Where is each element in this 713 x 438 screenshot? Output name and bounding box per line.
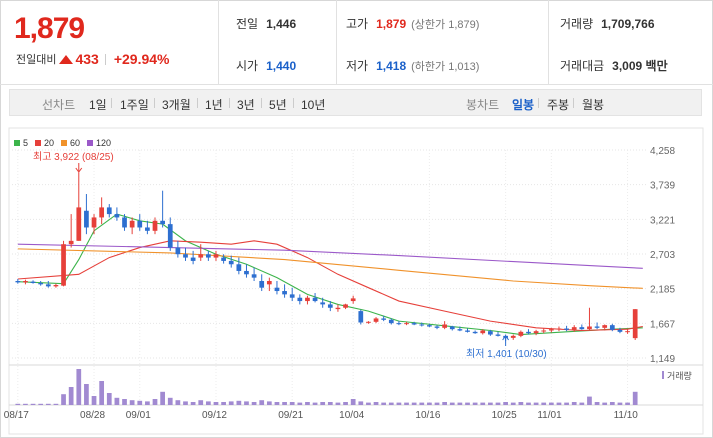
divider: [573, 98, 574, 108]
volume-value: 1,709,766: [601, 17, 655, 31]
divider: [261, 98, 262, 108]
prev-close-label: 전일: [236, 17, 259, 31]
volume: 거래량 1,709,766: [560, 15, 655, 32]
current-price: 1,879: [14, 12, 85, 45]
legend-item: 60: [61, 138, 80, 148]
up-arrow-icon: [59, 54, 74, 64]
tab-3y[interactable]: 3년: [237, 98, 255, 112]
legend-swatch: [14, 140, 20, 146]
open-price: 시가 1,440: [236, 57, 296, 74]
legend-swatch: [35, 140, 42, 146]
tab-daily[interactable]: 일봉: [512, 98, 535, 112]
low-price: 저가 1,418 (하한가 1,013): [346, 57, 479, 74]
legend-label: 5: [23, 138, 29, 148]
upper-limit: (상한가 1,879): [411, 19, 480, 31]
divider: [538, 98, 539, 108]
high-price: 고가 1,879 (상한가 1,879): [346, 15, 479, 32]
legend-swatch: [61, 140, 68, 146]
trade-amount: 거래대금 3,009 백만: [560, 57, 668, 74]
amount-value: 3,009: [612, 59, 643, 73]
tab-weekly[interactable]: 주봉: [547, 98, 570, 112]
legend-label: 120: [96, 138, 112, 148]
lower-limit: (하한가 1,013): [411, 61, 480, 73]
open-label: 시가: [236, 59, 259, 73]
prev-close-value: 1,446: [266, 17, 297, 31]
divider: [336, 0, 337, 85]
divider: [548, 0, 549, 85]
quote-header: 1,879 전일대비 433 +29.94% 전일 1,446 시가 1,440 고…: [0, 0, 713, 85]
amount-label: 거래대금: [560, 59, 605, 73]
open-value: 1,440: [266, 59, 297, 73]
tab-1d[interactable]: 1일: [89, 98, 107, 112]
tab-1y[interactable]: 1년: [205, 98, 223, 112]
divider: [229, 98, 230, 108]
amount-unit: 백만: [645, 59, 668, 73]
tab-5y[interactable]: 5년: [269, 98, 287, 112]
legend-item: 120: [87, 138, 111, 148]
tab-line-chart[interactable]: 선차트: [42, 98, 76, 112]
chart-tabs: 선차트 1일 1주일 3개월 1년 3년 5년 10년 봉차트 일봉 주봉 월봉: [9, 89, 702, 116]
divider: [111, 98, 112, 108]
low-label: 저가: [346, 59, 369, 73]
tab-candle-chart[interactable]: 봉차트: [466, 98, 500, 112]
high-label: 고가: [346, 17, 369, 31]
divider: [154, 98, 155, 108]
low-value: 1,418: [376, 59, 407, 73]
divider: [104, 53, 106, 65]
tab-monthly[interactable]: 월봉: [582, 98, 605, 112]
legend-item: 20: [35, 138, 54, 148]
ma-legend: 5 20 60 120: [14, 138, 111, 148]
legend-label: 60: [70, 138, 81, 148]
legend-label: 20: [44, 138, 55, 148]
change-value: 433: [75, 51, 99, 67]
legend-item: 5: [14, 138, 28, 148]
price-box: 1,879 전일대비 433 +29.94%: [0, 0, 219, 85]
high-value: 1,879: [376, 17, 407, 31]
tab-1w[interactable]: 1주일: [120, 98, 149, 112]
change-row: 전일대비 433 +29.94%: [16, 51, 170, 67]
tab-10y[interactable]: 10년: [301, 98, 326, 112]
tab-3m[interactable]: 3개월: [162, 98, 191, 112]
prev-close: 전일 1,446: [236, 15, 296, 32]
divider: [197, 98, 198, 108]
change-label: 전일대비: [16, 54, 57, 66]
change-percent: +29.94%: [113, 51, 170, 67]
legend-swatch: [87, 140, 94, 146]
divider: [293, 98, 294, 108]
volume-label: 거래량: [560, 17, 594, 31]
